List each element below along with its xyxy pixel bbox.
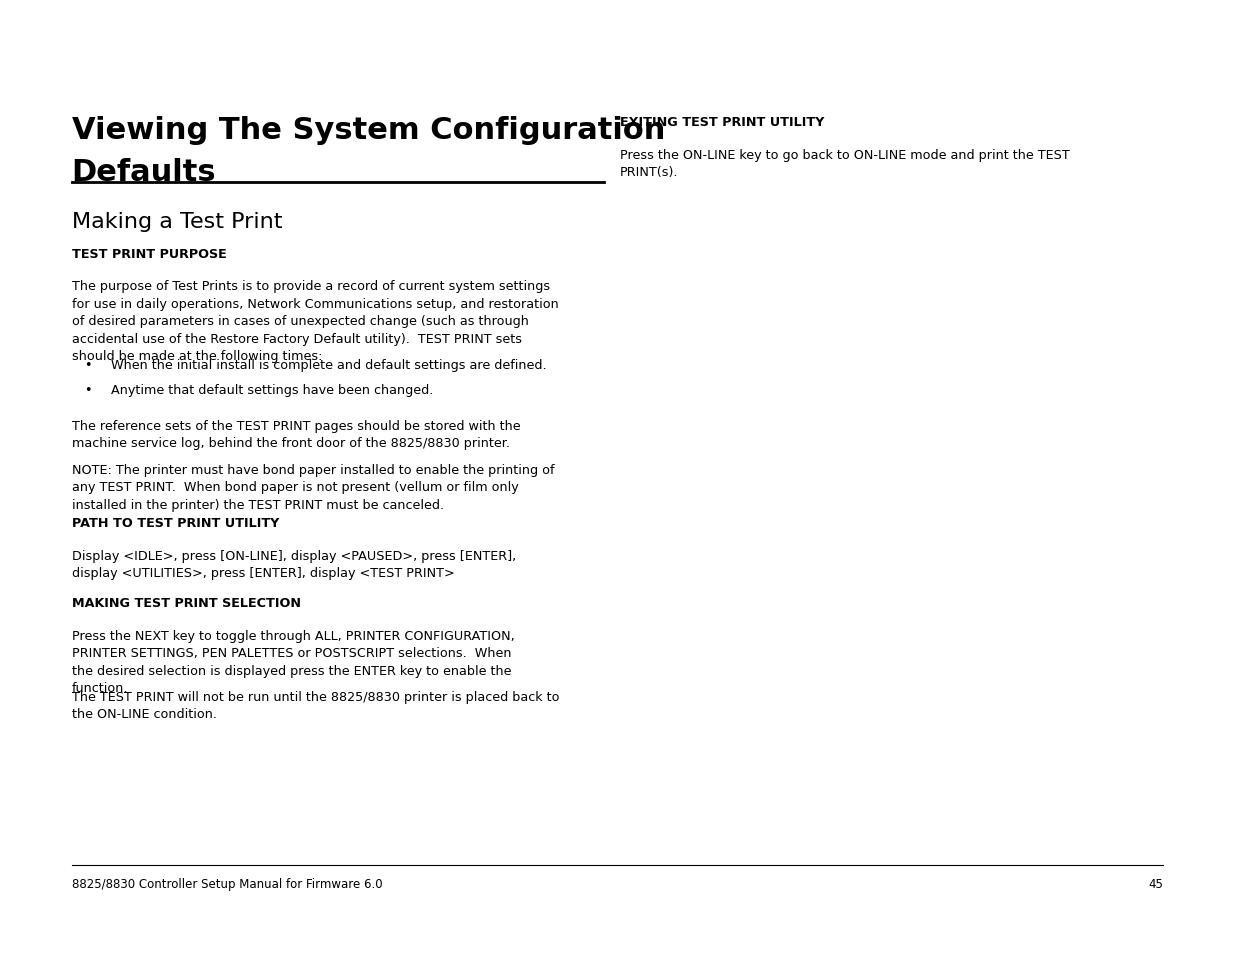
Text: TEST PRINT PURPOSE: TEST PRINT PURPOSE bbox=[72, 248, 226, 261]
Text: Viewing The System Configuration: Viewing The System Configuration bbox=[72, 116, 664, 145]
Text: PATH TO TEST PRINT UTILITY: PATH TO TEST PRINT UTILITY bbox=[72, 517, 279, 530]
Text: •: • bbox=[84, 383, 91, 396]
Text: The purpose of Test Prints is to provide a record of current system settings
for: The purpose of Test Prints is to provide… bbox=[72, 280, 558, 363]
Text: 45: 45 bbox=[1149, 877, 1163, 890]
Text: NOTE: The printer must have bond paper installed to enable the printing of
any T: NOTE: The printer must have bond paper i… bbox=[72, 463, 555, 511]
Text: Press the ON-LINE key to go back to ON-LINE mode and print the TEST
PRINT(s).: Press the ON-LINE key to go back to ON-L… bbox=[620, 149, 1070, 179]
Text: MAKING TEST PRINT SELECTION: MAKING TEST PRINT SELECTION bbox=[72, 597, 300, 610]
Text: •: • bbox=[84, 358, 91, 372]
Text: Display <IDLE>, press [ON-LINE], display <PAUSED>, press [ENTER],
display <UTILI: Display <IDLE>, press [ON-LINE], display… bbox=[72, 549, 516, 579]
Text: 8825/8830 Controller Setup Manual for Firmware 6.0: 8825/8830 Controller Setup Manual for Fi… bbox=[72, 877, 383, 890]
Text: Making a Test Print: Making a Test Print bbox=[72, 212, 282, 232]
Text: Defaults: Defaults bbox=[72, 158, 216, 187]
Text: Press the NEXT key to toggle through ALL, PRINTER CONFIGURATION,
PRINTER SETTING: Press the NEXT key to toggle through ALL… bbox=[72, 629, 515, 695]
Text: The TEST PRINT will not be run until the 8825/8830 printer is placed back to
the: The TEST PRINT will not be run until the… bbox=[72, 690, 559, 720]
Text: EXITING TEST PRINT UTILITY: EXITING TEST PRINT UTILITY bbox=[620, 116, 824, 130]
Text: When the initial install is complete and default settings are defined.: When the initial install is complete and… bbox=[111, 358, 547, 372]
Text: Anytime that default settings have been changed.: Anytime that default settings have been … bbox=[111, 383, 433, 396]
Text: The reference sets of the TEST PRINT pages should be stored with the
machine ser: The reference sets of the TEST PRINT pag… bbox=[72, 419, 520, 450]
